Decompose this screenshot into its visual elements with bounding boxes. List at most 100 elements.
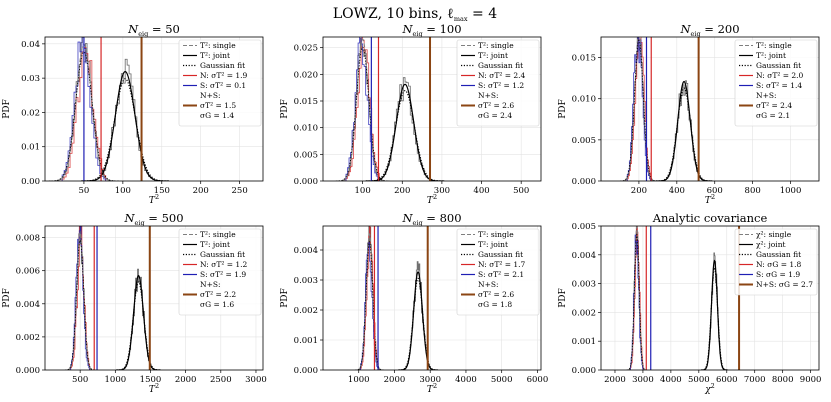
x-tick-label: 4000 [660,375,682,385]
x-tick-label: 4000 [455,375,477,385]
panel-title-sub: eig [135,219,145,227]
legend-label: T²: single [478,230,514,239]
y-tick-label: 0.03 [21,74,40,84]
x-tick-label: 2000 [175,375,197,385]
panel-title-tail: = 100 [423,22,462,36]
joint-curve [398,271,438,370]
x-axis-label: T2 [149,193,159,206]
x-axis-label-base: T [149,196,156,206]
y-tick-label: 0.015 [294,97,318,107]
x-tick-label: 200 [193,186,209,196]
legend-label: Gaussian fit [478,61,523,70]
y-tick-label: 0.000 [572,366,596,376]
y-axis-label: PDF [280,288,290,308]
panel-title-tail: = 50 [148,22,180,36]
legend-label: T²: joint [200,51,230,60]
joint-curve [655,80,713,181]
x-axis-label-base: T [705,196,712,206]
single-gaussian-fit [626,233,647,370]
joint-histogram [375,77,436,181]
legend-label: σT² = 1.5 [200,101,236,110]
y-tick-label: 0.01 [21,143,40,153]
legend-frame [178,228,262,316]
legend-frame [456,228,540,316]
y-tick-label: 0.002 [294,306,318,316]
x-axis-label-sup: 2 [433,382,437,390]
x-tick-label: 6000 [716,375,738,385]
x-tick-label: 50 [79,186,90,196]
y-tick-label: 0.010 [572,95,596,105]
legend-label: N: σT² = 1.7 [478,260,526,269]
legend-label: T²: joint [478,51,508,60]
y-axis-label: PDF [2,99,12,119]
x-axis-label-base: T [427,196,434,206]
legend-label: T²: joint [756,51,786,60]
x-tick-label: 8000 [772,375,794,385]
y-tick-label: 0.000 [294,177,318,187]
panel-title-sub: eig [413,30,423,38]
x-axis-label: T2 [149,382,159,395]
panel-6: 2000 3000 4000 5000 6000 7000 8000 9000 0.000 0.0… [558,211,821,395]
plot-frame [600,36,820,182]
legend-frame [456,39,540,127]
y-tick-label: 0.002 [572,308,596,318]
legend-label: Gaussian fit [478,250,523,259]
legend-label: σT² = 2.6 [478,290,514,299]
joint-gaussian-fit [701,266,728,370]
legend-label: σG = 2.4 [478,111,512,120]
panel-title-base: N [401,211,413,225]
panel-title-base: N [679,22,691,36]
legend-label: N+S: [756,91,777,100]
panel-title-tail: = 500 [145,211,184,225]
x-axis-label: T2 [427,193,437,206]
x-tick-label: 3000 [419,375,441,385]
legend-label: N: σT² = 2.0 [756,71,804,80]
plot-area [355,226,438,370]
y-axis-label: PDF [2,288,12,308]
legend-label: S: σG = 1.9 [756,270,800,279]
y-tick-label: 0.006 [16,267,40,277]
x-tick-label: 400 [473,186,489,196]
panel-4: 500 1000 1500 2000 2500 3000 0.000 0.002 0.004 0.… [2,211,267,395]
plot-frame [44,36,264,182]
y-tick-label: 0.001 [294,336,318,346]
x-tick-label: 9000 [800,375,822,385]
legend-label: N: σG = 1.8 [756,260,802,269]
plot-area [64,226,161,370]
y-tick-label: 0.003 [572,280,596,290]
y-tick-label: 0.010 [294,124,318,134]
panel-title-base: Analytic covariance [652,211,768,225]
panel-5: 1000 2000 3000 4000 5000 6000 0.000 0.001 0.002 0… [280,211,548,395]
legend-label: N: σT² = 1.2 [200,260,248,269]
legend-label: T²: single [756,41,792,50]
panel-title-base: N [401,22,413,36]
legend-label: T²: joint [200,240,230,249]
x-tick-label: 1000 [780,186,802,196]
x-tick-label: 600 [707,186,723,196]
x-axis-label-sup: 2 [155,382,159,390]
legend-frame [178,39,262,127]
plot-frame [44,225,264,371]
suptitle: LOWZ, 10 bins, ℓmax = 4 [333,6,497,23]
y-tick-label: 0.015 [572,54,596,64]
x-axis-label-sup: 2 [711,193,715,201]
legend-label: T²: joint [478,240,508,249]
panel-title: Neig = 100 [401,22,461,38]
panel-title-sub: eig [138,30,148,38]
legend-label: T²: single [478,41,514,50]
x-tick-label: 7000 [744,375,766,385]
y-tick-label: 0.00 [21,177,40,187]
joint-gaussian-fit [81,78,169,181]
y-tick-label: 0.000 [572,177,596,187]
x-tick-label: 300 [434,186,450,196]
joint-curve [701,259,728,370]
legend-label: S: σT² = 0.1 [200,81,246,90]
legend-label: χ²: single [756,230,792,239]
y-tick-label: 0.004 [294,246,318,256]
panel-title-tail: = 200 [701,22,740,36]
legend-label: N: σT² = 2.4 [478,71,526,80]
x-axis-label-base: T [149,385,156,395]
y-tick-label: 0.04 [21,40,40,50]
